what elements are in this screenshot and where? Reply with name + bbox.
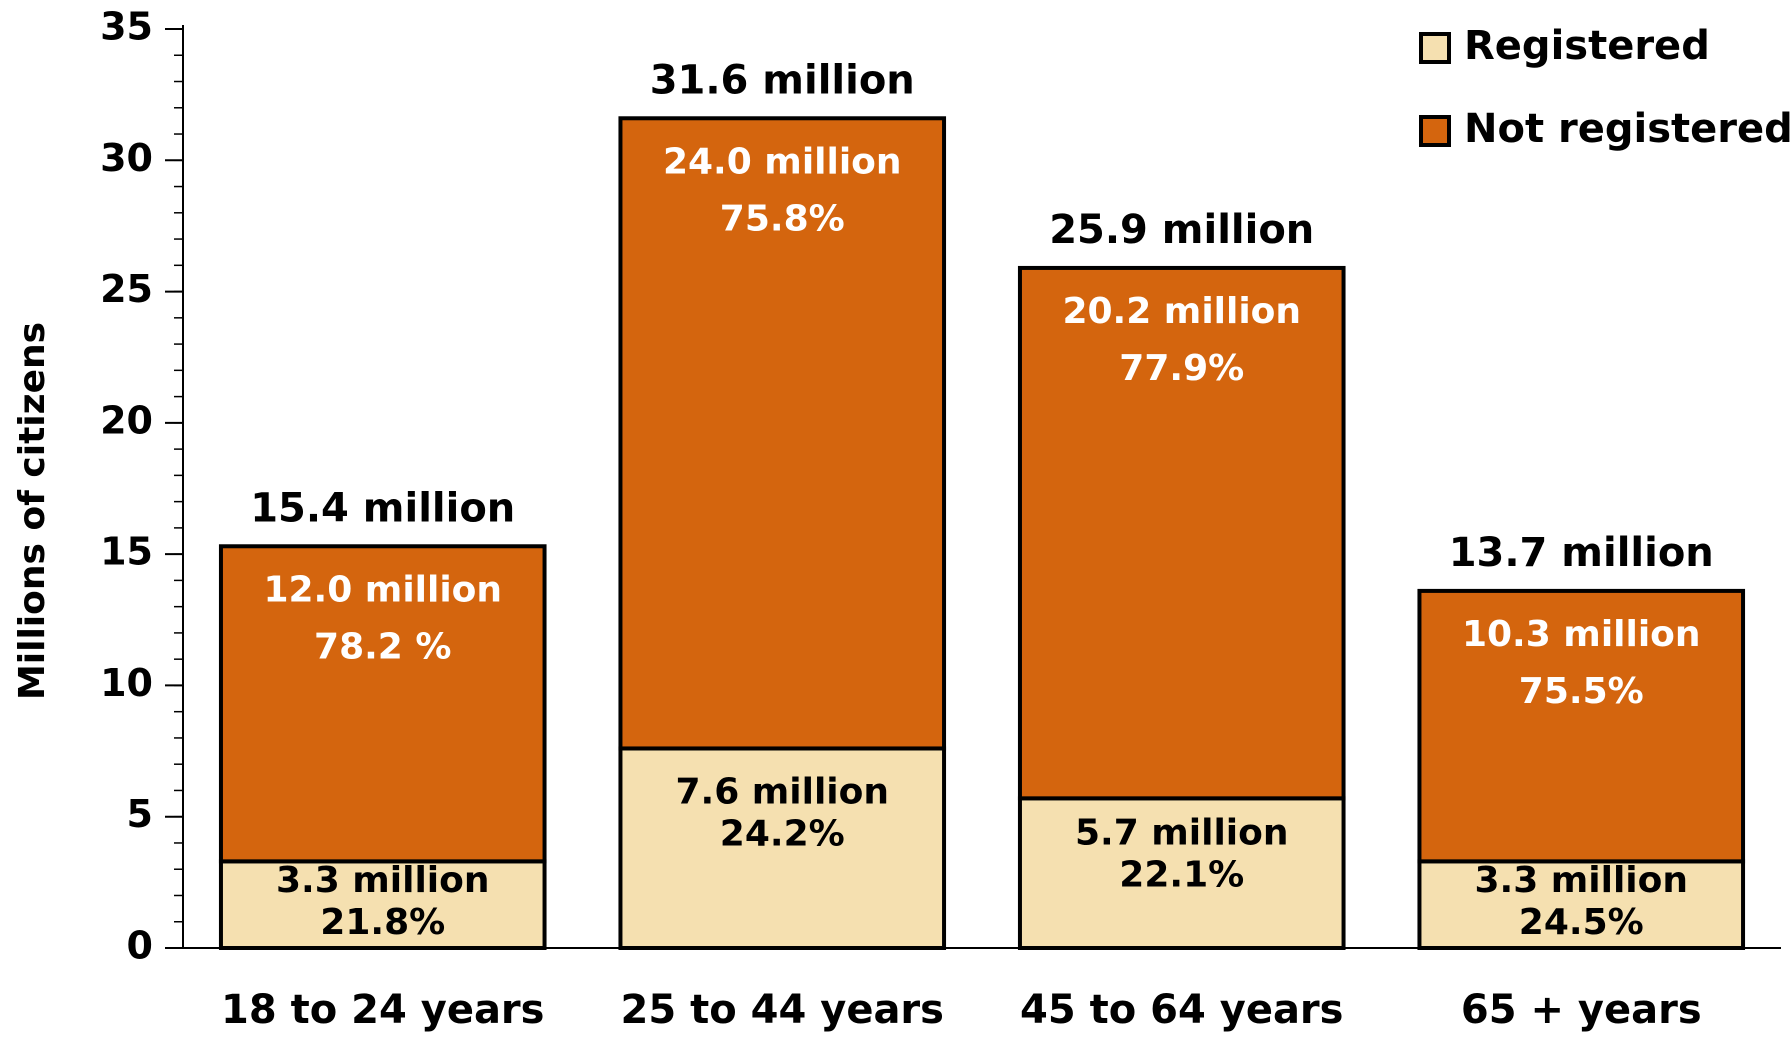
y-tick-label: 30 — [100, 136, 153, 180]
x-tick-label: 45 to 64 years — [1020, 987, 1343, 1033]
total-label: 31.6 million — [650, 57, 915, 103]
bar-segment — [618, 116, 947, 751]
percent-label: 24.5% — [1519, 902, 1644, 943]
legend-swatch — [1419, 115, 1451, 147]
percent-label: 21.8% — [320, 902, 445, 943]
bar-segment — [618, 746, 947, 951]
x-tick-label: 65 + years — [1461, 987, 1702, 1033]
x-tick-label: 18 to 24 years — [221, 987, 544, 1033]
data-label: 3.3 million — [1474, 860, 1688, 901]
percent-label: 22.1% — [1119, 854, 1244, 895]
y-tick-label: 10 — [100, 661, 153, 705]
legend-swatch — [1419, 32, 1451, 64]
percent-label: 24.2% — [720, 813, 845, 854]
percent-label: 75.5% — [1519, 671, 1644, 712]
y-tick-label: 15 — [100, 530, 153, 574]
percent-label: 77.9% — [1119, 348, 1244, 389]
legend-label: Not registered — [1464, 106, 1790, 152]
y-tick-label: 20 — [100, 398, 153, 442]
y-tick-label: 25 — [100, 267, 153, 311]
percent-label: 78.2 % — [314, 626, 451, 667]
data-label: 3.3 million — [276, 860, 490, 901]
x-tick-label: 25 to 44 years — [621, 987, 944, 1033]
y-tick-label: 0 — [127, 924, 153, 968]
percent-label: 75.8% — [720, 198, 845, 239]
data-label: 24.0 million — [663, 141, 902, 182]
data-label: 10.3 million — [1462, 614, 1701, 655]
bar-segment — [218, 544, 547, 864]
bar-segment — [1417, 859, 1746, 951]
data-label: 7.6 million — [675, 771, 889, 812]
total-label: 13.7 million — [1449, 530, 1714, 576]
bar-segment — [1017, 796, 1346, 950]
data-label: 20.2 million — [1062, 291, 1301, 332]
bar-segment — [1017, 265, 1346, 801]
data-label: 5.7 million — [1075, 812, 1289, 853]
y-axis-label: Millions of citizens — [12, 322, 53, 700]
legend-label: Registered — [1464, 23, 1710, 69]
total-label: 25.9 million — [1049, 207, 1314, 253]
total-label: 15.4 million — [250, 485, 515, 531]
y-tick-label: 5 — [127, 792, 153, 836]
data-label: 12.0 million — [263, 569, 502, 610]
bar-segment — [218, 859, 547, 951]
bar-segment — [1417, 588, 1746, 864]
y-tick-label: 35 — [100, 5, 153, 49]
